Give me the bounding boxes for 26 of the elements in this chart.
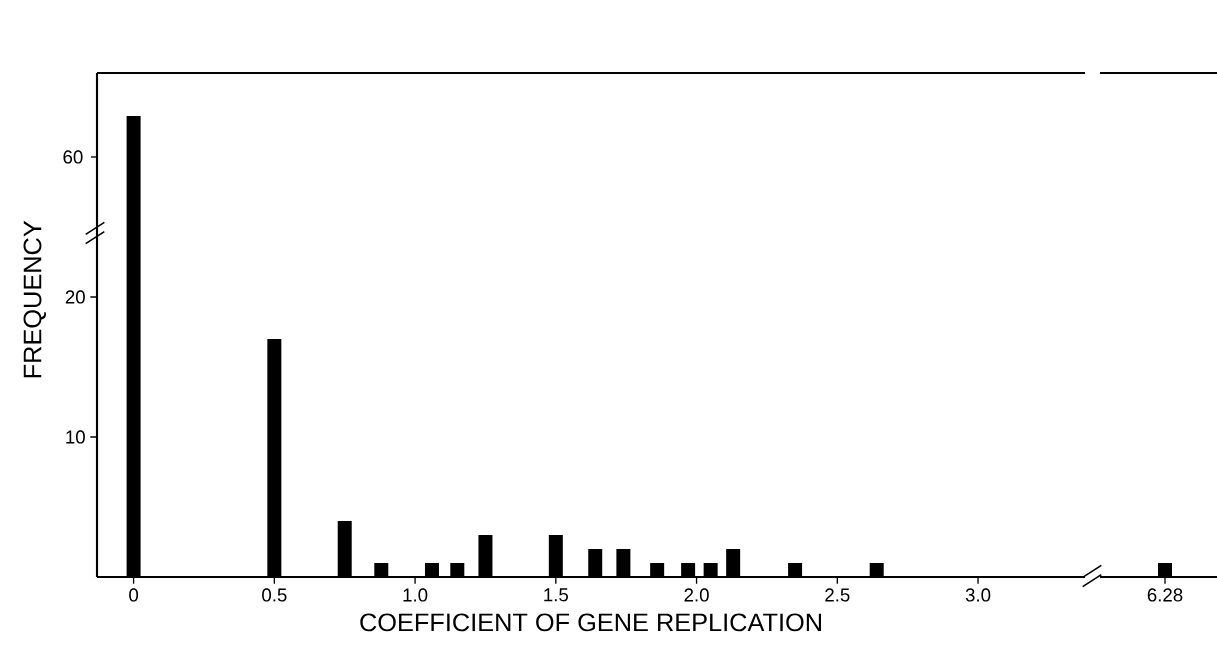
x-tick-label: 3.0 xyxy=(965,588,991,602)
annotation: 60 xyxy=(63,150,83,164)
bar xyxy=(424,562,439,577)
x-tick-label: 1.5 xyxy=(544,588,569,602)
x-axis-title: COEFFICIENT OF GENE REPLICATION xyxy=(360,613,821,632)
bar xyxy=(703,562,718,577)
bar xyxy=(588,548,603,577)
x-tick-label: 2.0 xyxy=(684,588,709,602)
y-tick-label: 10 xyxy=(66,430,85,444)
y-axis-title: FREQUENCY xyxy=(23,220,46,378)
bar xyxy=(374,562,389,577)
bar xyxy=(478,534,493,577)
bar xyxy=(681,562,696,577)
x-tick-label: 0.5 xyxy=(262,588,287,602)
bar xyxy=(616,548,631,577)
bar xyxy=(726,548,741,577)
bar xyxy=(337,520,352,577)
bar xyxy=(450,562,465,577)
bar xyxy=(788,562,803,577)
x-tick-label: 1.0 xyxy=(403,588,428,602)
y-tick-label: 20 xyxy=(65,290,85,304)
x-tick-label: 0 xyxy=(129,588,139,602)
x-tick-label: 2.5 xyxy=(825,588,850,602)
bar xyxy=(650,562,665,577)
x-tick-label: 6.28 xyxy=(1147,588,1183,602)
bar xyxy=(869,562,884,577)
